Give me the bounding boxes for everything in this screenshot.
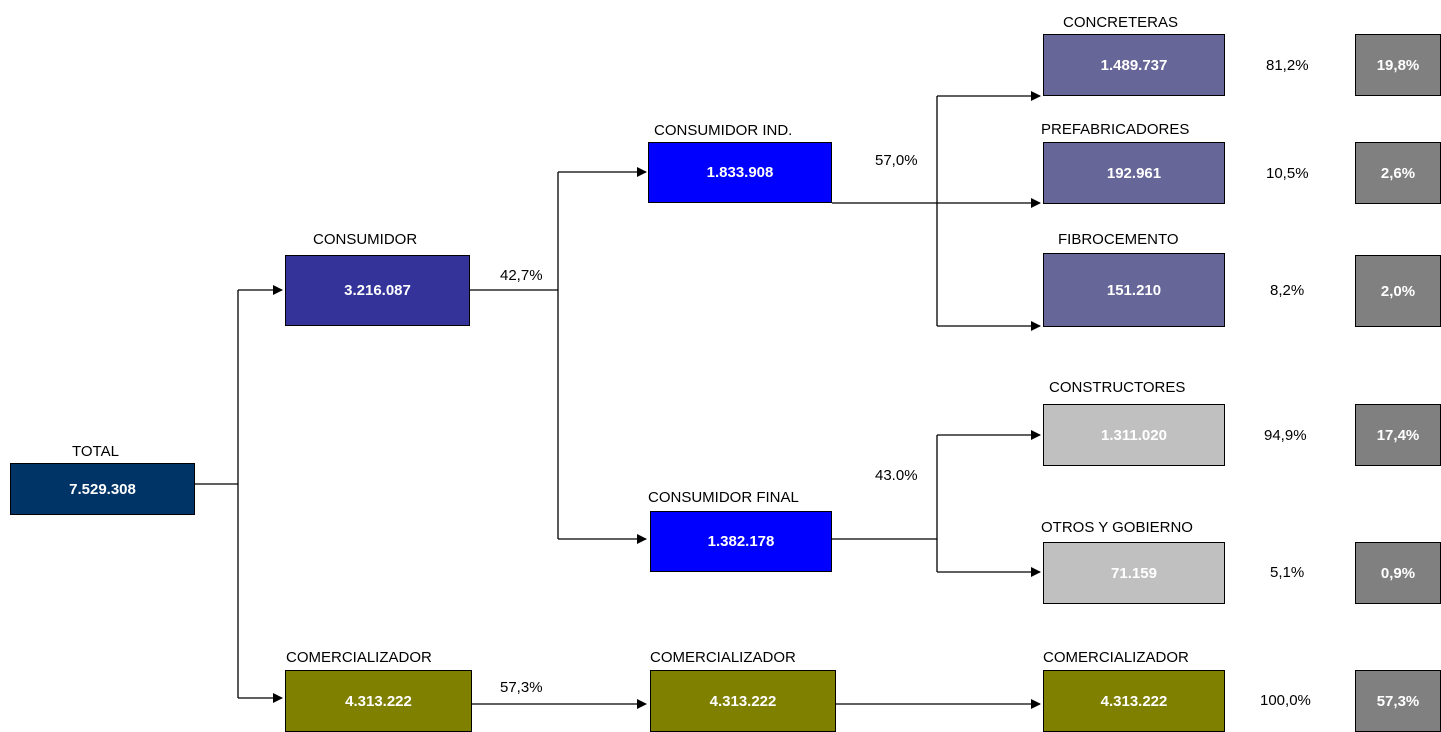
comercializador-1-pct: 57,3%	[500, 679, 543, 696]
comercializador-3-pct: 100,0%	[1260, 692, 1311, 709]
consumidor-final-pct: 43.0%	[875, 467, 918, 484]
constructores-pct: 94,9%	[1264, 427, 1307, 444]
comercializador-1-box[interactable]: 4.313.222	[285, 670, 472, 732]
comercializador-1-label: COMERCIALIZADOR	[286, 649, 432, 666]
fibrocemento-label: FIBROCEMENTO	[1058, 231, 1179, 248]
comercializador-3-label: COMERCIALIZADOR	[1043, 649, 1189, 666]
consumidor-pct: 42,7%	[500, 267, 543, 284]
consumidor-final-box[interactable]: 1.382.178	[650, 511, 832, 572]
comercializador-3-box[interactable]: 4.313.222	[1043, 670, 1225, 732]
fibrocemento-share: 2,0%	[1355, 255, 1441, 327]
constructores-box[interactable]: 1.311.020	[1043, 404, 1225, 466]
concreteras-share: 19,8%	[1355, 34, 1441, 96]
prefabricadores-pct: 10,5%	[1266, 165, 1309, 182]
consumidor-box[interactable]: 3.216.087	[285, 255, 470, 326]
comercializador-2-box[interactable]: 4.313.222	[650, 670, 836, 732]
otros-gobierno-pct: 5,1%	[1270, 564, 1304, 581]
fibrocemento-box[interactable]: 151.210	[1043, 253, 1225, 327]
comercializador-2-label: COMERCIALIZADOR	[650, 649, 796, 666]
consumidor-ind-box[interactable]: 1.833.908	[648, 142, 832, 203]
otros-gobierno-share: 0,9%	[1355, 542, 1441, 604]
constructores-label: CONSTRUCTORES	[1049, 379, 1185, 396]
fibrocemento-pct: 8,2%	[1270, 282, 1304, 299]
prefabricadores-share: 2,6%	[1355, 142, 1441, 204]
total-label: TOTAL	[72, 443, 119, 460]
constructores-share: 17,4%	[1355, 404, 1441, 466]
concreteras-label: CONCRETERAS	[1063, 14, 1178, 31]
concreteras-pct: 81,2%	[1266, 57, 1309, 74]
otros-gobierno-label: OTROS Y GOBIERNO	[1041, 519, 1193, 536]
otros-gobierno-box[interactable]: 71.159	[1043, 542, 1225, 604]
consumidor-final-label: CONSUMIDOR FINAL	[648, 489, 799, 506]
total-box[interactable]: 7.529.308	[10, 463, 195, 515]
consumidor-ind-pct: 57,0%	[875, 152, 918, 169]
prefabricadores-box[interactable]: 192.961	[1043, 142, 1225, 204]
prefabricadores-label: PREFABRICADORES	[1041, 121, 1189, 138]
concreteras-box[interactable]: 1.489.737	[1043, 34, 1225, 96]
consumidor-label: CONSUMIDOR	[313, 231, 417, 248]
comercializador-3-share: 57,3%	[1355, 670, 1441, 732]
consumidor-ind-label: CONSUMIDOR IND.	[654, 122, 792, 139]
